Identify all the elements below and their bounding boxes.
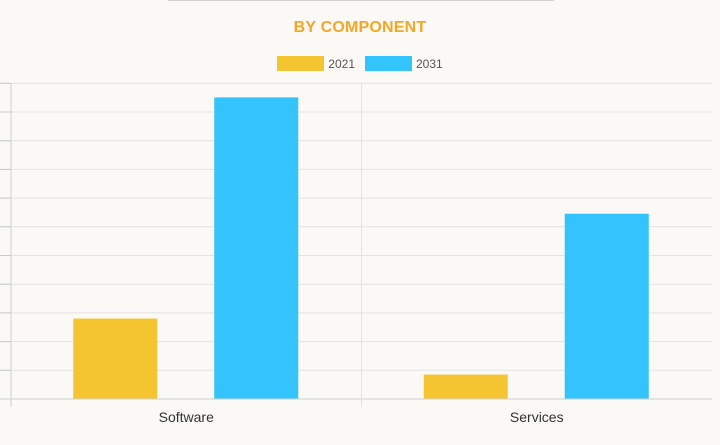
bar-software-2031 xyxy=(214,97,299,399)
top-divider xyxy=(168,0,554,1)
legend-item-2031[interactable]: 2031 xyxy=(365,56,443,71)
x-tick-label-services: Services xyxy=(510,409,564,425)
x-tick-label-software: Software xyxy=(159,409,214,425)
bar-services-2021 xyxy=(423,374,508,399)
axes xyxy=(0,83,712,407)
bar-software-2021 xyxy=(73,318,158,399)
tick-labels: Software Services xyxy=(159,409,564,425)
chart-title: BY COMPONENT xyxy=(293,19,427,36)
bar-services-2031 xyxy=(564,213,649,399)
bars xyxy=(73,97,649,399)
legend: 2021 2031 xyxy=(0,56,720,71)
legend-label-2021: 2021 xyxy=(328,56,355,71)
legend-swatch-2021 xyxy=(277,56,325,71)
legend-swatch-2031 xyxy=(365,56,412,71)
legend-label-2031: 2031 xyxy=(416,56,443,71)
legend-item-2021[interactable]: 2021 xyxy=(277,56,355,71)
